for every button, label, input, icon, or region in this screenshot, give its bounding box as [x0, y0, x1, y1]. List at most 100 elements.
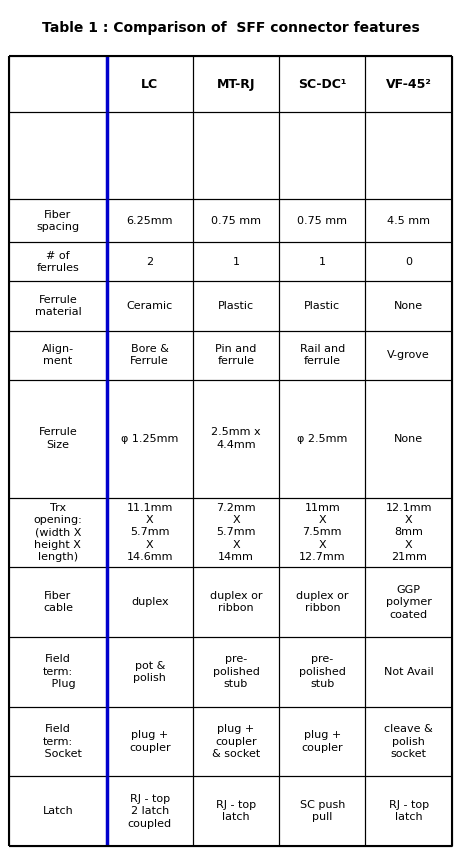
- Bar: [279, 777, 366, 846]
- Bar: [193, 707, 279, 777]
- Bar: [193, 567, 279, 637]
- Text: 2.5mm x
4.4mm: 2.5mm x 4.4mm: [211, 428, 261, 450]
- Bar: [9, 56, 106, 113]
- Text: Pin and
ferrule: Pin and ferrule: [215, 344, 257, 366]
- Bar: [106, 777, 193, 846]
- Text: RJ - top
latch: RJ - top latch: [216, 800, 256, 822]
- Bar: [193, 199, 279, 242]
- Bar: [9, 113, 106, 199]
- Bar: [366, 282, 452, 331]
- Bar: [279, 242, 366, 282]
- Text: pre-
polished
stub: pre- polished stub: [299, 655, 346, 689]
- Text: duplex or
ribbon: duplex or ribbon: [210, 591, 262, 613]
- Text: 2: 2: [146, 257, 154, 267]
- Bar: [279, 331, 366, 380]
- Text: 12.1mm
X
8mm
X
21mm: 12.1mm X 8mm X 21mm: [385, 503, 432, 563]
- Text: Latch: Latch: [42, 807, 73, 816]
- Text: Not Avail: Not Avail: [384, 667, 433, 677]
- Bar: [366, 199, 452, 242]
- Bar: [193, 380, 279, 497]
- Bar: [193, 242, 279, 282]
- Bar: [193, 331, 279, 380]
- Bar: [279, 380, 366, 497]
- Bar: [366, 380, 452, 497]
- Bar: [366, 113, 452, 199]
- Text: Plastic: Plastic: [218, 301, 254, 311]
- Text: Plastic: Plastic: [304, 301, 340, 311]
- Bar: [9, 282, 106, 331]
- Text: pot &
polish: pot & polish: [133, 661, 166, 683]
- Text: φ 2.5mm: φ 2.5mm: [297, 434, 348, 444]
- Bar: [279, 637, 366, 707]
- Bar: [193, 497, 279, 567]
- Bar: [366, 637, 452, 707]
- Bar: [9, 707, 106, 777]
- Text: None: None: [394, 301, 423, 311]
- Text: LC: LC: [141, 77, 158, 90]
- Bar: [279, 199, 366, 242]
- Bar: [193, 282, 279, 331]
- Bar: [279, 707, 366, 777]
- Text: Fiber
spacing: Fiber spacing: [36, 210, 79, 232]
- Text: Bore &
Ferrule: Bore & Ferrule: [130, 344, 169, 366]
- Text: VF-45²: VF-45²: [386, 77, 431, 90]
- Text: None: None: [394, 434, 423, 444]
- Text: Table 1 : Comparison of  SFF connector features: Table 1 : Comparison of SFF connector fe…: [41, 21, 420, 35]
- Text: Ferrule
material: Ferrule material: [35, 295, 81, 317]
- Text: 7.2mm
X
5.7mm
X
14mm: 7.2mm X 5.7mm X 14mm: [216, 503, 256, 563]
- Text: Field
term:
   Socket: Field term: Socket: [34, 724, 82, 759]
- Text: 1: 1: [319, 257, 326, 267]
- Bar: [106, 282, 193, 331]
- Bar: [106, 380, 193, 497]
- Bar: [366, 777, 452, 846]
- Text: 11.1mm
X
5.7mm
X
14.6mm: 11.1mm X 5.7mm X 14.6mm: [126, 503, 173, 563]
- Text: RJ - top
2 latch
coupled: RJ - top 2 latch coupled: [128, 794, 172, 829]
- Text: 11mm
X
7.5mm
X
12.7mm: 11mm X 7.5mm X 12.7mm: [299, 503, 346, 563]
- Bar: [9, 567, 106, 637]
- Bar: [366, 331, 452, 380]
- Bar: [106, 637, 193, 707]
- Text: MT-RJ: MT-RJ: [217, 77, 255, 90]
- Bar: [366, 56, 452, 113]
- Bar: [106, 199, 193, 242]
- Text: plug +
coupler: plug + coupler: [129, 730, 171, 752]
- Text: Fiber
cable: Fiber cable: [43, 591, 73, 613]
- Bar: [279, 113, 366, 199]
- Text: duplex: duplex: [131, 597, 169, 607]
- Bar: [279, 497, 366, 567]
- Bar: [9, 242, 106, 282]
- Text: Field
term:
   Plug: Field term: Plug: [41, 655, 75, 689]
- Text: # of
ferrules: # of ferrules: [36, 251, 79, 273]
- Bar: [193, 56, 279, 113]
- Text: SC push
pull: SC push pull: [300, 800, 345, 822]
- Text: SC-DC¹: SC-DC¹: [298, 77, 347, 90]
- Text: Trx
opening:
(width X
height X
length): Trx opening: (width X height X length): [34, 503, 82, 563]
- Bar: [106, 497, 193, 567]
- Bar: [106, 707, 193, 777]
- Bar: [279, 282, 366, 331]
- Bar: [106, 331, 193, 380]
- Bar: [106, 242, 193, 282]
- Bar: [9, 497, 106, 567]
- Bar: [9, 777, 106, 846]
- Text: V-grove: V-grove: [387, 350, 430, 360]
- Text: Rail and
ferrule: Rail and ferrule: [300, 344, 345, 366]
- Text: plug +
coupler: plug + coupler: [301, 730, 343, 752]
- Text: cleave &
polish
socket: cleave & polish socket: [384, 724, 433, 759]
- Text: φ 1.25mm: φ 1.25mm: [121, 434, 178, 444]
- Text: duplex or
ribbon: duplex or ribbon: [296, 591, 349, 613]
- Text: 0.75 mm: 0.75 mm: [211, 216, 261, 226]
- Bar: [366, 497, 452, 567]
- Bar: [366, 707, 452, 777]
- Bar: [366, 242, 452, 282]
- Bar: [9, 199, 106, 242]
- Text: Align-
ment: Align- ment: [42, 344, 74, 366]
- Text: 1: 1: [232, 257, 240, 267]
- Text: 0.75 mm: 0.75 mm: [297, 216, 347, 226]
- Text: 0: 0: [405, 257, 412, 267]
- Bar: [279, 567, 366, 637]
- Text: 6.25mm: 6.25mm: [126, 216, 173, 226]
- Text: Ferrule
Size: Ferrule Size: [39, 428, 77, 450]
- Text: RJ - top
latch: RJ - top latch: [389, 800, 429, 822]
- Text: pre-
polished
stub: pre- polished stub: [213, 655, 260, 689]
